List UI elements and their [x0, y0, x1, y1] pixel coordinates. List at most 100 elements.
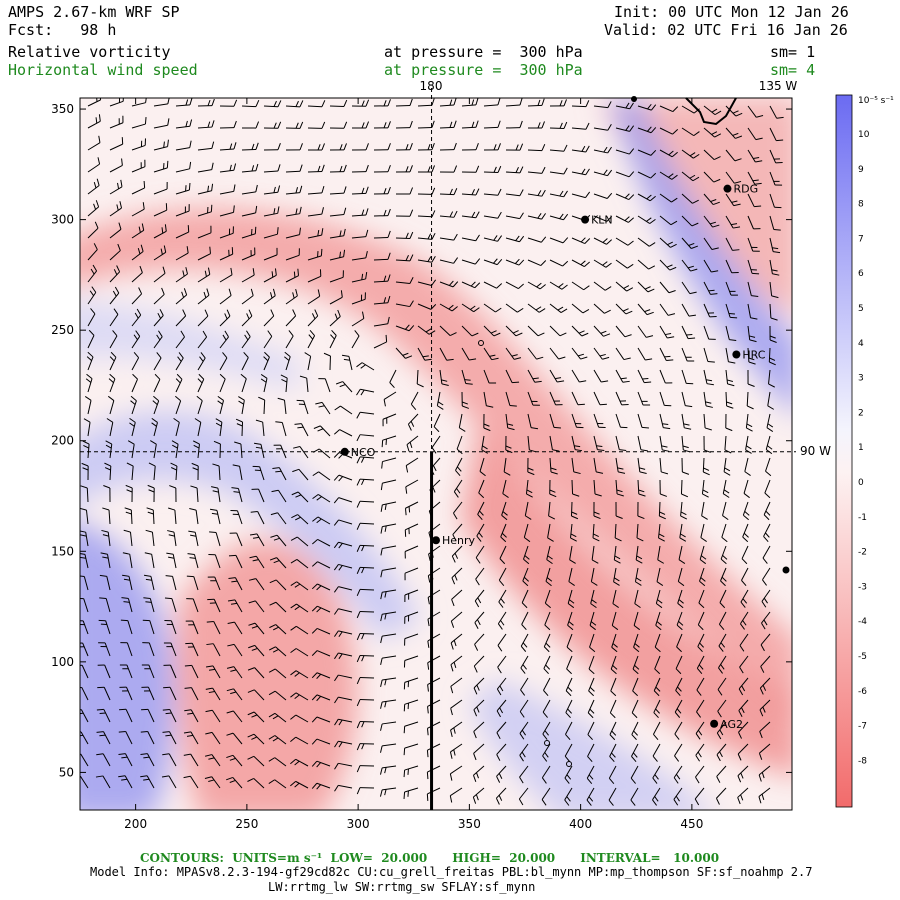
wind-barb: [527, 303, 546, 313]
wind-barb: [695, 721, 705, 740]
wind-barb: [615, 171, 635, 178]
colorbar-label: -1: [858, 513, 867, 523]
wind-barb: [631, 721, 639, 741]
wind-barb: [659, 413, 671, 430]
wind-barb: [569, 545, 576, 564]
wind-barb: [747, 259, 760, 275]
wind-barb: [659, 479, 668, 497]
wind-barb: [674, 721, 683, 740]
wind-barb: [483, 143, 501, 151]
wind-barb: [84, 396, 92, 415]
wind-barb: [80, 485, 89, 503]
wind-barb: [681, 303, 696, 317]
wind-barb: [505, 235, 525, 243]
wind-barb: [118, 730, 133, 745]
field2-smoothing: sm= 4: [770, 61, 816, 79]
wind-barb: [373, 208, 391, 217]
wind-barb: [87, 243, 98, 261]
wind-barb: [268, 757, 287, 767]
wind-barb: [659, 149, 678, 158]
wind-barb: [461, 347, 477, 361]
wind-barb: [143, 574, 155, 591]
wind-barb: [290, 780, 309, 789]
wind-barb: [285, 309, 297, 327]
wind-barb: [335, 381, 353, 393]
wind-barb: [403, 655, 419, 668]
wind-barb: [655, 589, 663, 609]
wind-barb: [142, 642, 155, 657]
wind-barb: [417, 255, 436, 263]
y-tick-label: 350: [51, 102, 74, 116]
wind-barb: [380, 479, 397, 491]
wind-barb: [747, 281, 759, 298]
wind-barb: [351, 292, 366, 305]
wind-barb: [164, 597, 177, 613]
wind-barb: [285, 185, 303, 195]
wind-barb: [461, 325, 479, 337]
wind-barb: [455, 457, 463, 477]
wind-barb: [240, 373, 247, 393]
wind-barb: [637, 391, 651, 406]
wind-barb: [294, 423, 309, 437]
wind-barb: [263, 227, 279, 239]
wind-barb: [126, 462, 134, 481]
wind-barb: [615, 125, 635, 132]
wind-barb: [263, 330, 273, 349]
wind-barb: [197, 246, 211, 261]
wind-barb: [716, 765, 727, 783]
wind-barb: [769, 281, 779, 299]
wind-barb: [285, 227, 301, 239]
wind-barb: [208, 554, 221, 569]
wind-barb: [379, 787, 397, 797]
colorbar-label: -8: [858, 756, 867, 766]
wind-barb: [373, 334, 388, 349]
wind-barb: [263, 247, 278, 261]
wind-barb: [716, 721, 727, 740]
wind-barb: [725, 347, 736, 364]
wind-barb: [250, 511, 265, 525]
wind-barb: [167, 530, 177, 547]
wind-barb: [588, 677, 595, 697]
contours-info: CONTOURS: UNITS=m s⁻¹ LOW= 20.000 HIGH= …: [140, 851, 720, 865]
cross-section-lines: [80, 88, 796, 810]
wind-barb: [311, 694, 331, 702]
wind-barb: [527, 213, 546, 220]
wind-barb: [351, 186, 369, 195]
wind-barb: [565, 699, 573, 719]
wind-barb: [498, 589, 507, 608]
wind-barb: [427, 677, 441, 692]
wind-barb: [251, 488, 265, 503]
wind-barb: [483, 325, 501, 337]
wind-barb: [472, 765, 485, 782]
wind-barb: [747, 127, 763, 141]
wind-barb: [637, 369, 652, 384]
forecast-hour: Fcst: 98 h: [8, 21, 117, 39]
wind-barb: [103, 485, 111, 503]
wind-barb: [703, 259, 719, 273]
wind-barb: [395, 209, 414, 217]
wind-barb: [505, 369, 520, 384]
wind-barb: [312, 516, 331, 525]
wind-barb: [677, 567, 685, 587]
wind-barb: [87, 200, 100, 217]
wind-barb: [527, 369, 542, 383]
station-dot: [581, 215, 590, 224]
wind-barb: [725, 105, 743, 117]
wind-barb: [742, 523, 749, 543]
wind-barb: [307, 121, 326, 129]
field1-level: at pressure = 300 hPa: [384, 43, 583, 61]
wind-barb: [311, 650, 331, 657]
wind-barb: [637, 126, 657, 134]
wind-barb: [80, 642, 89, 657]
wind-barb: [759, 721, 771, 739]
wind-barb: [153, 373, 161, 393]
wind-barb: [263, 309, 275, 327]
station-label: HRC: [742, 348, 765, 361]
wind-barb: [373, 99, 391, 107]
wind-barb: [329, 249, 346, 261]
wind-barb: [659, 193, 678, 203]
wind-barb: [703, 369, 714, 386]
wind-barb: [676, 611, 684, 631]
wind-barb: [105, 440, 113, 459]
wind-barb: [589, 633, 596, 653]
